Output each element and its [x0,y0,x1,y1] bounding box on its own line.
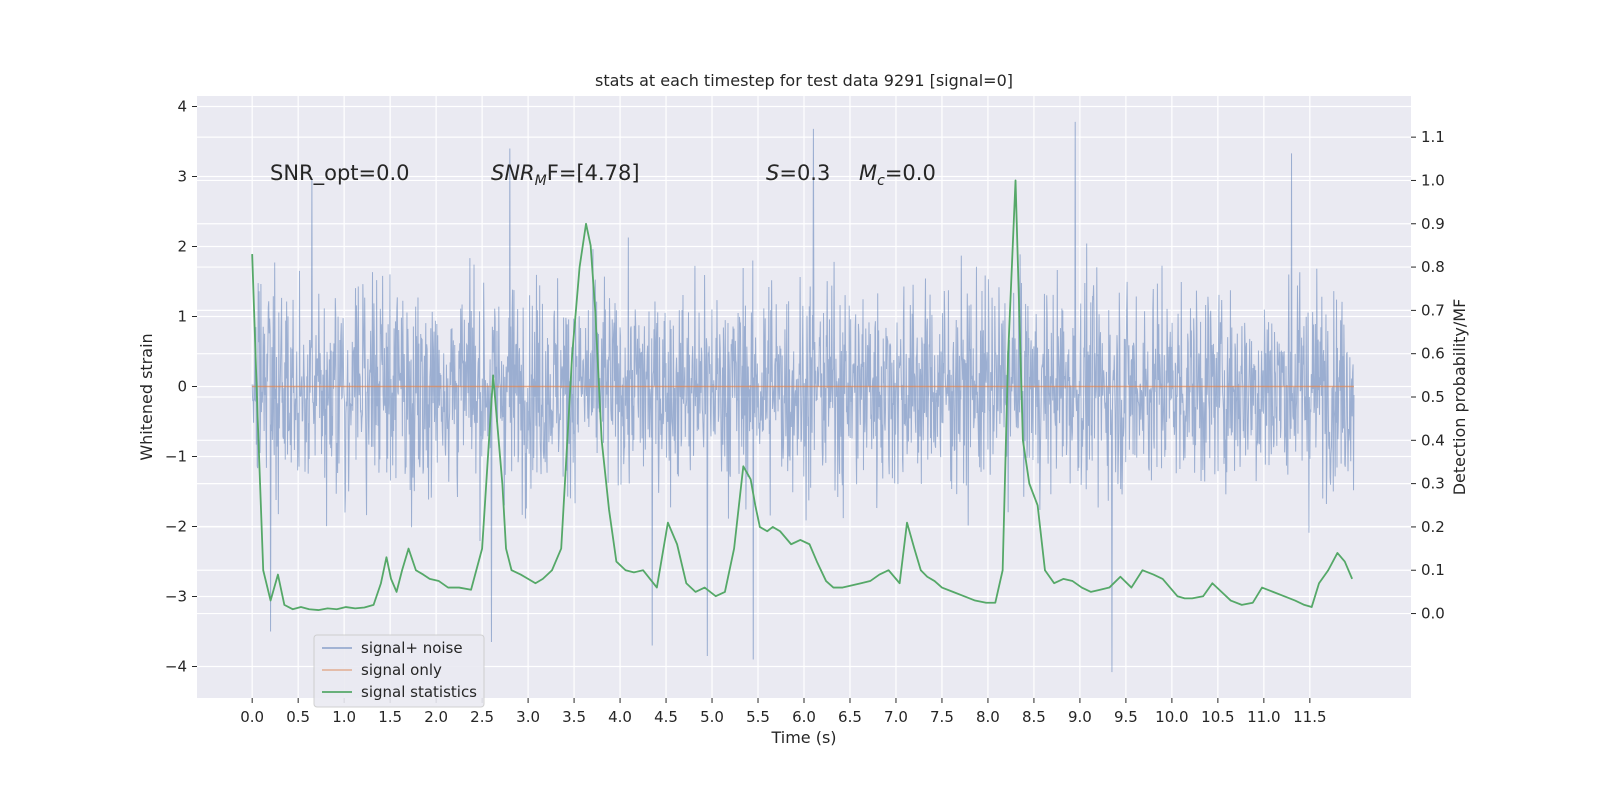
y-tick-label-right: 0.0 [1421,605,1445,623]
x-tick-label: 2.5 [470,708,494,726]
x-tick-label: 3.5 [562,708,586,726]
legend-label-signal-noise: signal+ noise [361,639,463,657]
y-tick-label-right: 0.6 [1421,345,1445,363]
x-tick-label: 5.5 [746,708,770,726]
signal-noise-line [251,121,1355,673]
y-tick-label-right: 0.2 [1421,518,1445,536]
legend-label-signal-statistics: signal statistics [361,683,477,701]
annotation-snr-mf-rest: F=[4.78] [547,161,640,185]
x-tick-label: 7.5 [930,708,954,726]
x-tick-label: 3.0 [516,708,540,726]
y-tick-label-right: 0.9 [1421,215,1445,233]
x-tick-label: 4.0 [608,708,632,726]
x-tick-label: 8.5 [1022,708,1046,726]
x-tick-label: 7.0 [884,708,908,726]
y-tick-label-left: 1 [177,308,187,326]
x-tick-label: 0.5 [286,708,310,726]
x-tick-label: 10.0 [1155,708,1188,726]
x-tick-label: 4.5 [654,708,678,726]
annotation-snr-mf-main: SNR [491,161,535,185]
legend: signal+ noise signal only signal statist… [313,634,485,708]
y-axis-label-left: Whitened strain [137,333,156,460]
legend-label-signal-only: signal only [361,661,442,679]
y-tick-label-right: 0.8 [1421,258,1445,276]
annotation-s-var: S [766,161,779,185]
series-signal-noise [251,121,1355,673]
y-tick-label-left: 0 [177,378,187,396]
x-tick-label: 8.0 [976,708,1000,726]
y-tick-label-left: −3 [165,588,187,606]
y-tick-label-left: 4 [177,98,187,116]
x-tick-label: 9.0 [1068,708,1092,726]
y-tick-label-right: 0.5 [1421,388,1445,406]
annotation-snr-mf-sub: M [535,173,547,189]
y-tick-label-right: 0.7 [1421,301,1445,319]
y-axis-label-right: Detection probability/MF [1450,299,1469,496]
x-tick-label: 0.0 [240,708,264,726]
legend-box [313,634,485,708]
y-tick-label-left: −2 [165,518,187,536]
y-tick-label-right: 1.1 [1421,128,1445,146]
annotation-snr-mf: SNRMF=[4.78] [491,161,640,189]
x-tick-label: 1.0 [332,708,356,726]
x-tick-label: 6.5 [838,708,862,726]
x-tick-label: 11.5 [1293,708,1326,726]
annotation-s: S=0.3 [766,161,830,185]
x-tick-label: 11.0 [1247,708,1280,726]
x-tick-label: 10.5 [1201,708,1234,726]
x-tick-label: 2.0 [424,708,448,726]
x-tick-label: 6.0 [792,708,816,726]
y-tick-label-right: 0.4 [1421,431,1445,449]
annotation-mc-main: M [859,161,877,185]
tick-labels: 0.0 0.5 1.0 1.5 2.0 2.5 3.0 3.5 4.0 4.5 5.0 5.5 6.0 6… [165,98,1445,727]
annotation-mc: Mc=0.0 [859,161,936,189]
annotation-mc-value: =0.0 [885,161,936,185]
y-tick-label-right: 0.1 [1421,561,1445,579]
annotation-s-value: =0.3 [779,161,830,185]
y-tick-label-right: 1.0 [1421,171,1445,189]
y-tick-label-left: −1 [165,448,187,466]
annotation-mc-sub: c [877,173,885,189]
y-tick-label-right: 0.3 [1421,475,1445,493]
y-tick-label-left: 3 [177,168,187,186]
x-tick-label: 5.0 [700,708,724,726]
y-tick-label-left: −4 [165,658,187,676]
annotation-snr-opt: SNR_opt=0.0 [270,161,410,186]
x-axis-label: Time (s) [770,728,836,747]
y-tick-label-left: 2 [177,238,187,256]
chart-title: stats at each timestep for test data 929… [595,71,1013,90]
x-tick-label: 1.5 [378,708,402,726]
signal-statistics-line [251,179,1353,611]
x-tick-label: 9.5 [1114,708,1138,726]
series-signal-statistics [251,179,1353,611]
